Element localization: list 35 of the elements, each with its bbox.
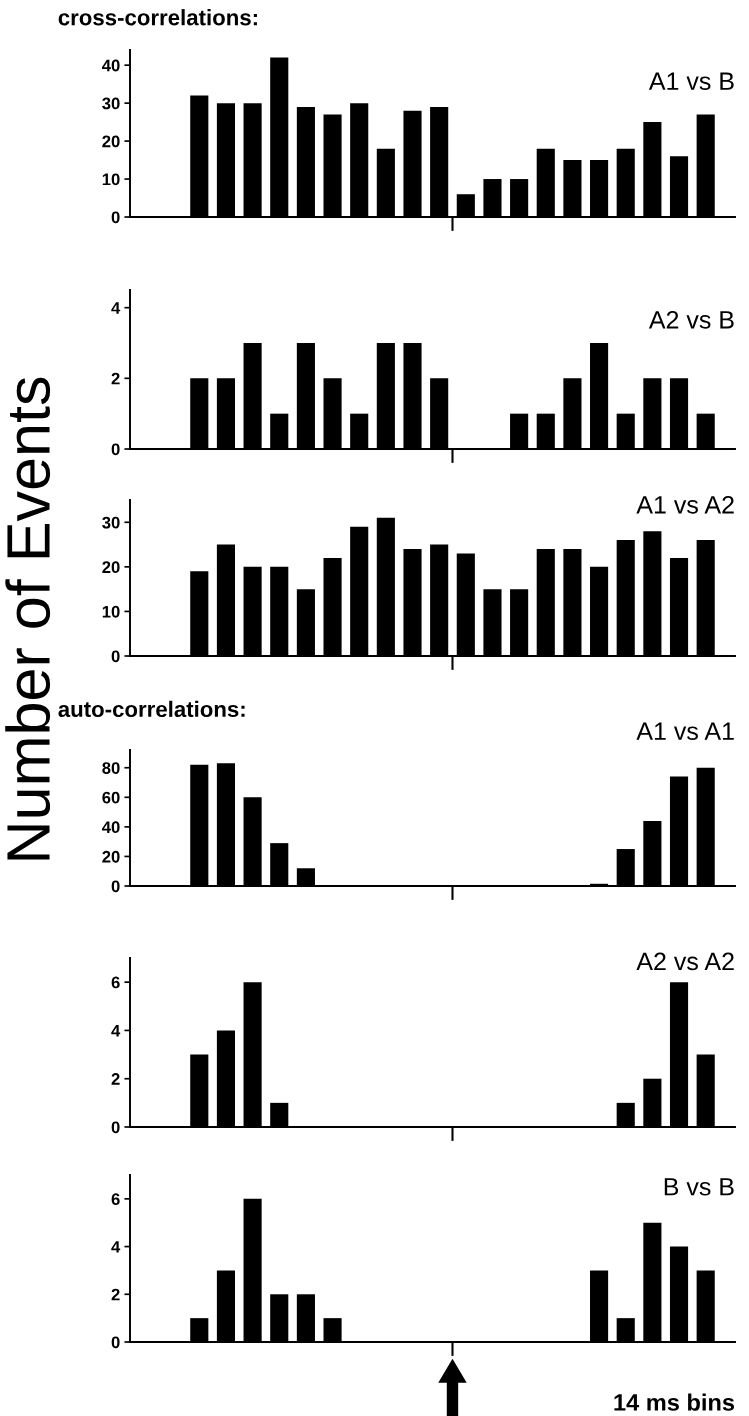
text: A1 vs B <box>648 72 734 91</box>
y-tick-label: 40 <box>101 821 120 834</box>
y-tick-label: 6 <box>111 976 120 989</box>
y-axis-title: Number of Events <box>5 377 51 860</box>
y-tick-label: 4 <box>111 302 121 314</box>
y-tick-label: 4 <box>111 1025 121 1037</box>
y-tick-label: 0 <box>111 880 120 893</box>
y-tick-label: 60 <box>102 791 120 804</box>
y-tick-label: 20 <box>102 135 120 148</box>
y-tick-label: 30 <box>102 516 120 529</box>
y-tick-label: 10 <box>102 605 120 618</box>
y-tick-label: 2 <box>111 1288 120 1301</box>
chart-title: A2 vs A2 <box>636 952 734 971</box>
text: A2 vs B <box>648 310 734 329</box>
y-tick-label: 20 <box>102 850 120 863</box>
y-tick-label: 30 <box>102 97 120 110</box>
y-tick-label: 0 <box>111 1336 120 1349</box>
y-tick-label: 0 <box>111 443 120 456</box>
y-tick-label: 20 <box>102 561 120 574</box>
y-tick-label: 6 <box>111 1193 120 1206</box>
y-tick-label: 0 <box>111 1121 120 1134</box>
y-tick-label: 0 <box>111 211 120 224</box>
chart-title: A1 vs A1 <box>636 722 734 741</box>
y-tick-label: 0 <box>111 650 120 663</box>
y-tick-label: 40 <box>101 59 120 72</box>
y-tick-label: 2 <box>111 1073 120 1085</box>
y-tick-label: 10 <box>102 173 120 186</box>
y-tick-label: 4 <box>111 1241 121 1253</box>
text: 14 ms bins <box>614 1393 735 1411</box>
y-tick-label: 2 <box>111 372 120 385</box>
text: auto-correlations: <box>58 700 245 718</box>
chart-title: B vs B <box>664 1178 734 1196</box>
text: cross-correlations: <box>58 9 257 26</box>
chart-title: A1 vs A2 <box>636 495 734 514</box>
y-tick-label: 80 <box>102 762 120 774</box>
